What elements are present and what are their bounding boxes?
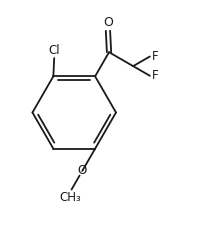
Text: F: F <box>151 69 158 82</box>
Text: O: O <box>103 16 113 29</box>
Text: F: F <box>151 50 158 63</box>
Text: Cl: Cl <box>48 44 60 57</box>
Text: O: O <box>78 164 87 178</box>
Text: CH₃: CH₃ <box>60 191 81 204</box>
